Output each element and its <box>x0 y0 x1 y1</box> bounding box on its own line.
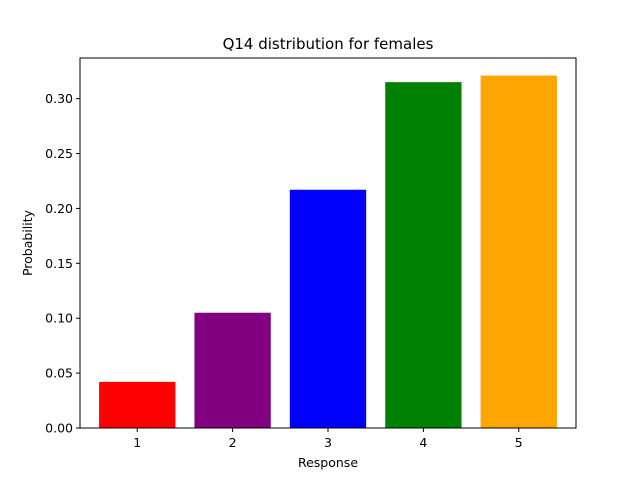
x-axis-ticks: 1 2 3 4 5 <box>133 428 523 450</box>
bar-5 <box>480 75 557 428</box>
bar-4 <box>385 82 462 429</box>
bar-3 <box>289 189 367 428</box>
x-tick-label: 5 <box>515 435 523 450</box>
y-axis-ticks: 0.00 0.05 0.10 0.15 0.20 0.25 0.30 <box>45 91 80 436</box>
y-tick-label: 0.15 <box>45 256 73 271</box>
y-axis-label: Probability <box>20 209 35 276</box>
x-axis-label: Response <box>298 455 358 470</box>
chart-title: Q14 distribution for females <box>223 35 434 53</box>
y-tick-label: 0.30 <box>45 91 73 106</box>
y-tick-label: 0.25 <box>45 146 73 161</box>
y-tick-label: 0.05 <box>45 366 73 381</box>
y-tick-label: 0.00 <box>45 421 73 436</box>
bar-2 <box>194 312 271 428</box>
plot-frame <box>79 57 577 429</box>
bars-group <box>99 75 557 429</box>
x-tick-label: 2 <box>229 435 237 450</box>
y-tick-label: 0.10 <box>45 311 73 326</box>
x-tick-label: 4 <box>419 435 427 450</box>
bar-1 <box>99 381 176 428</box>
y-tick-label: 0.20 <box>45 201 73 216</box>
x-tick-label: 1 <box>133 435 141 450</box>
x-tick-label: 3 <box>324 435 332 450</box>
